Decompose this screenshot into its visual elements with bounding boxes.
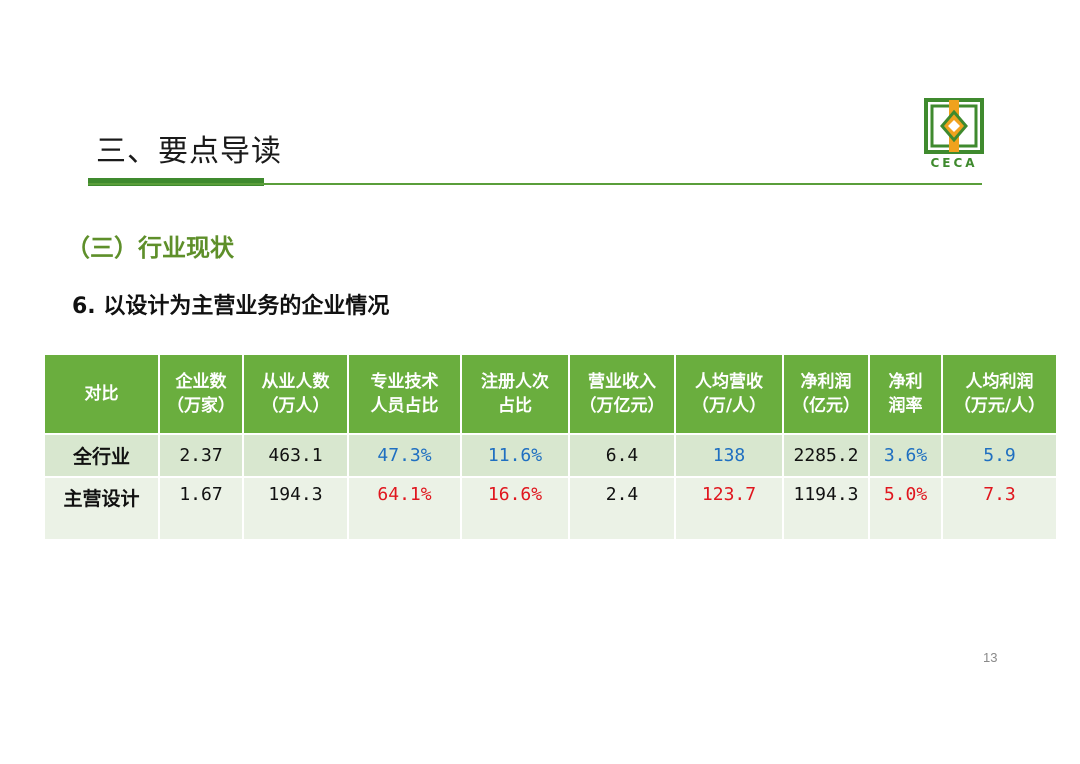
header-cell: 净利 润率 xyxy=(868,353,943,435)
header-cell: 注册人次 占比 xyxy=(460,353,570,435)
table-cell: 2285.2 xyxy=(782,433,870,478)
table-cell: 6.4 xyxy=(568,433,676,478)
header-cell: 营业收入 （万亿元） xyxy=(568,353,676,435)
title-underline xyxy=(88,183,982,185)
table-cell: 5.0% xyxy=(868,476,943,541)
section-title: （三）行业现状 xyxy=(66,234,234,262)
table-cell: 1.67 xyxy=(158,476,244,541)
header-cell: 企业数 （万家） xyxy=(158,353,244,435)
table-cell: 138 xyxy=(674,433,784,478)
table-cell: 123.7 xyxy=(674,476,784,541)
header-cell: 人均营收 （万/人） xyxy=(674,353,784,435)
table-cell: 194.3 xyxy=(242,476,349,541)
header-cell: 从业人数 （万人） xyxy=(242,353,349,435)
header-cell: 专业技术 人员占比 xyxy=(347,353,462,435)
table-cell: 47.3% xyxy=(347,433,462,478)
header-cell: 对比 xyxy=(43,353,160,435)
header-cell: 净利润 （亿元） xyxy=(782,353,870,435)
logo-text: CECA xyxy=(930,156,978,170)
table-cell: 3.6% xyxy=(868,433,943,478)
title-underline-accent xyxy=(88,178,264,186)
table-cell: 5.9 xyxy=(941,433,1058,478)
sub-title: 6. 以设计为主营业务的企业情况 xyxy=(72,294,390,319)
page-number: 13 xyxy=(983,650,998,665)
table-header-row: 对比 企业数 （万家） 从业人数 （万人） 专业技术 人员占比 注册人次 占比 … xyxy=(43,353,1058,435)
row-label: 全行业 xyxy=(43,433,160,478)
table-cell: 7.3 xyxy=(941,476,1058,541)
header-cell: 人均利润 （万元/人） xyxy=(941,353,1058,435)
table-cell: 11.6% xyxy=(460,433,570,478)
table-cell: 2.37 xyxy=(158,433,244,478)
table-cell: 2.4 xyxy=(568,476,676,541)
table-row: 全行业 2.37 463.1 47.3% 11.6% 6.4 138 2285.… xyxy=(43,433,1058,478)
row-label: 主营设计 xyxy=(43,476,160,541)
table-row: 主营设计 1.67 194.3 64.1% 16.6% 2.4 123.7 11… xyxy=(43,476,1058,541)
table-cell: 64.1% xyxy=(347,476,462,541)
comparison-table: 对比 企业数 （万家） 从业人数 （万人） 专业技术 人员占比 注册人次 占比 … xyxy=(43,353,1058,541)
slide-title: 三、要点导读 xyxy=(96,134,282,169)
ceca-logo-icon xyxy=(924,98,984,154)
table-cell: 1194.3 xyxy=(782,476,870,541)
table-cell: 463.1 xyxy=(242,433,349,478)
table-cell: 16.6% xyxy=(460,476,570,541)
